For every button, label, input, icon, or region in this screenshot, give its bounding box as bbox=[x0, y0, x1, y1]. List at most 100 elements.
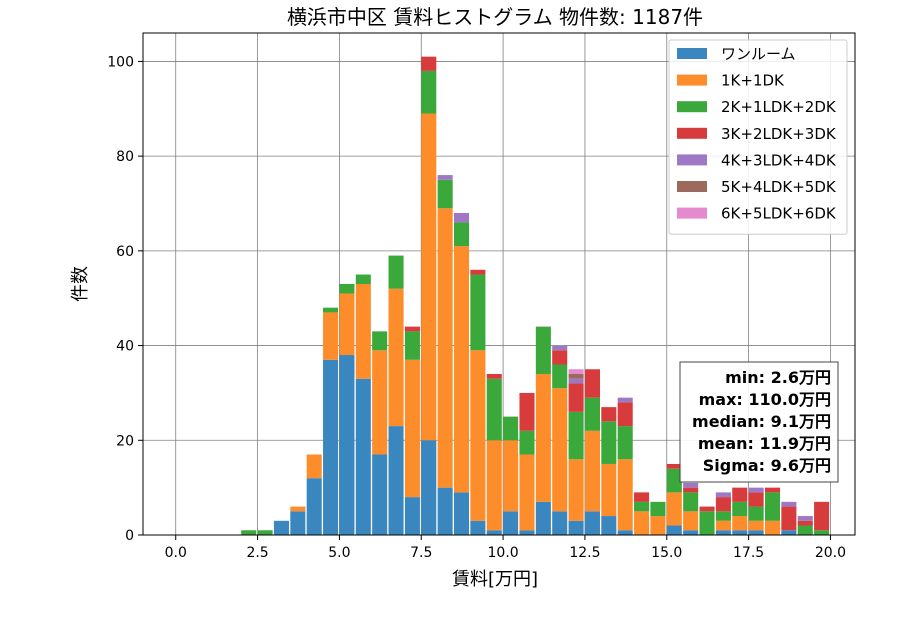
histogram-bar bbox=[372, 350, 388, 455]
histogram-bar bbox=[453, 246, 470, 493]
histogram-bar bbox=[339, 284, 355, 294]
histogram-bar bbox=[306, 478, 322, 535]
y-tick-label: 20 bbox=[116, 433, 134, 449]
histogram-bar bbox=[503, 440, 519, 512]
bars bbox=[241, 56, 830, 535]
histogram-bar bbox=[797, 525, 813, 535]
histogram-bar bbox=[568, 411, 584, 460]
legend-swatch bbox=[677, 101, 707, 113]
legend-label: ワンルーム bbox=[721, 45, 796, 63]
histogram-bar bbox=[732, 516, 748, 531]
histogram-bar bbox=[323, 307, 339, 313]
histogram-bar bbox=[568, 369, 584, 374]
histogram-bar bbox=[601, 516, 617, 535]
legend-label: 5K+4LDK+5DK bbox=[721, 178, 837, 196]
histogram-bar bbox=[519, 392, 535, 431]
histogram-bar bbox=[257, 530, 273, 535]
histogram-bar bbox=[797, 520, 813, 526]
histogram-bar bbox=[634, 511, 650, 535]
histogram-bar bbox=[715, 520, 731, 531]
histogram-bar bbox=[404, 497, 420, 535]
histogram-bar bbox=[699, 511, 715, 535]
histogram-bar bbox=[715, 530, 731, 535]
histogram-bar bbox=[568, 459, 584, 521]
x-tick-label: 12.5 bbox=[569, 545, 600, 561]
histogram-bar bbox=[715, 511, 731, 521]
legend-swatch bbox=[677, 181, 707, 192]
legend-swatch bbox=[677, 154, 707, 166]
histogram-bar bbox=[748, 487, 764, 493]
histogram-bar bbox=[683, 511, 699, 531]
histogram-bar bbox=[470, 274, 486, 351]
histogram-bar bbox=[650, 516, 666, 535]
histogram-bar bbox=[715, 492, 731, 498]
histogram-bar bbox=[486, 530, 502, 535]
histogram-bar bbox=[764, 487, 781, 493]
histogram-bar bbox=[781, 501, 797, 507]
histogram-bar bbox=[699, 506, 715, 512]
histogram-bar bbox=[732, 501, 748, 517]
histogram-bar bbox=[519, 530, 535, 535]
histogram-bar bbox=[470, 269, 486, 275]
histogram-bar bbox=[617, 397, 633, 403]
histogram-bar bbox=[814, 530, 830, 535]
histogram-bar bbox=[584, 430, 600, 512]
histogram-bar bbox=[617, 459, 633, 531]
histogram-bar bbox=[666, 525, 682, 535]
histogram-bar bbox=[552, 350, 568, 365]
legend-swatch bbox=[677, 48, 707, 59]
stats-box: min: 2.6万円 max: 110.0万円 median: 9.1万円 mean:… bbox=[679, 361, 839, 483]
legend-label: 1K+1DK bbox=[721, 72, 785, 90]
histogram-bar bbox=[666, 468, 682, 493]
histogram-bar bbox=[781, 530, 797, 535]
legend-label: 6K+5LDK+6DK bbox=[721, 205, 837, 223]
histogram-bar bbox=[584, 369, 600, 398]
histogram-bar bbox=[290, 511, 306, 535]
histogram-bar bbox=[486, 378, 502, 441]
x-tick-label: 5.0 bbox=[328, 545, 350, 561]
histogram-bar bbox=[781, 506, 797, 531]
histogram-bar bbox=[355, 274, 371, 284]
legend-label: 3K+2LDK+3DK bbox=[721, 125, 837, 143]
histogram-bar bbox=[601, 421, 617, 464]
histogram-bar bbox=[388, 426, 404, 535]
histogram-bar bbox=[306, 454, 322, 479]
x-axis-label: 賃料[万円] bbox=[452, 569, 538, 590]
histogram-bar bbox=[241, 530, 257, 535]
stats-line: min: 2.6万円 bbox=[725, 368, 831, 387]
histogram-bar bbox=[552, 364, 568, 389]
histogram-bar bbox=[503, 511, 519, 535]
histogram-bar bbox=[617, 530, 633, 535]
histogram-bar bbox=[404, 326, 420, 332]
histogram-bar bbox=[601, 463, 617, 517]
x-tick-label: 10.0 bbox=[488, 545, 519, 561]
legend-swatch bbox=[677, 207, 707, 219]
histogram-bar bbox=[683, 487, 699, 493]
histogram-bar bbox=[584, 511, 600, 535]
histogram-bar bbox=[683, 530, 699, 535]
histogram-bar bbox=[535, 373, 551, 502]
histogram-bar bbox=[470, 350, 486, 521]
histogram-bar bbox=[617, 426, 633, 460]
legend-swatch bbox=[677, 127, 707, 139]
histogram-bar bbox=[437, 179, 453, 209]
histogram-bar bbox=[568, 520, 584, 535]
histogram-bar bbox=[437, 487, 453, 535]
histogram-bar bbox=[339, 293, 355, 356]
legend-frame bbox=[668, 39, 848, 235]
legend: ワンルーム 1K+1DK 2K+1LDK+2DK 3K+2LDK+3DK 4K+3LDK… bbox=[668, 39, 848, 235]
histogram-bar bbox=[568, 383, 584, 412]
histogram-bar bbox=[634, 492, 650, 502]
histogram-bar bbox=[339, 355, 355, 535]
histogram-bar bbox=[372, 331, 388, 351]
histogram-bar bbox=[453, 212, 470, 223]
histogram-bar bbox=[421, 70, 437, 114]
histogram-bar bbox=[764, 520, 781, 535]
legend-label: 2K+1LDK+2DK bbox=[721, 98, 837, 116]
y-tick-label: 60 bbox=[116, 244, 134, 260]
histogram-bar bbox=[404, 359, 420, 498]
histogram-bar bbox=[683, 482, 699, 488]
histogram-bar bbox=[797, 516, 813, 521]
y-tick-label: 40 bbox=[116, 339, 134, 355]
histogram-bar bbox=[732, 487, 748, 502]
